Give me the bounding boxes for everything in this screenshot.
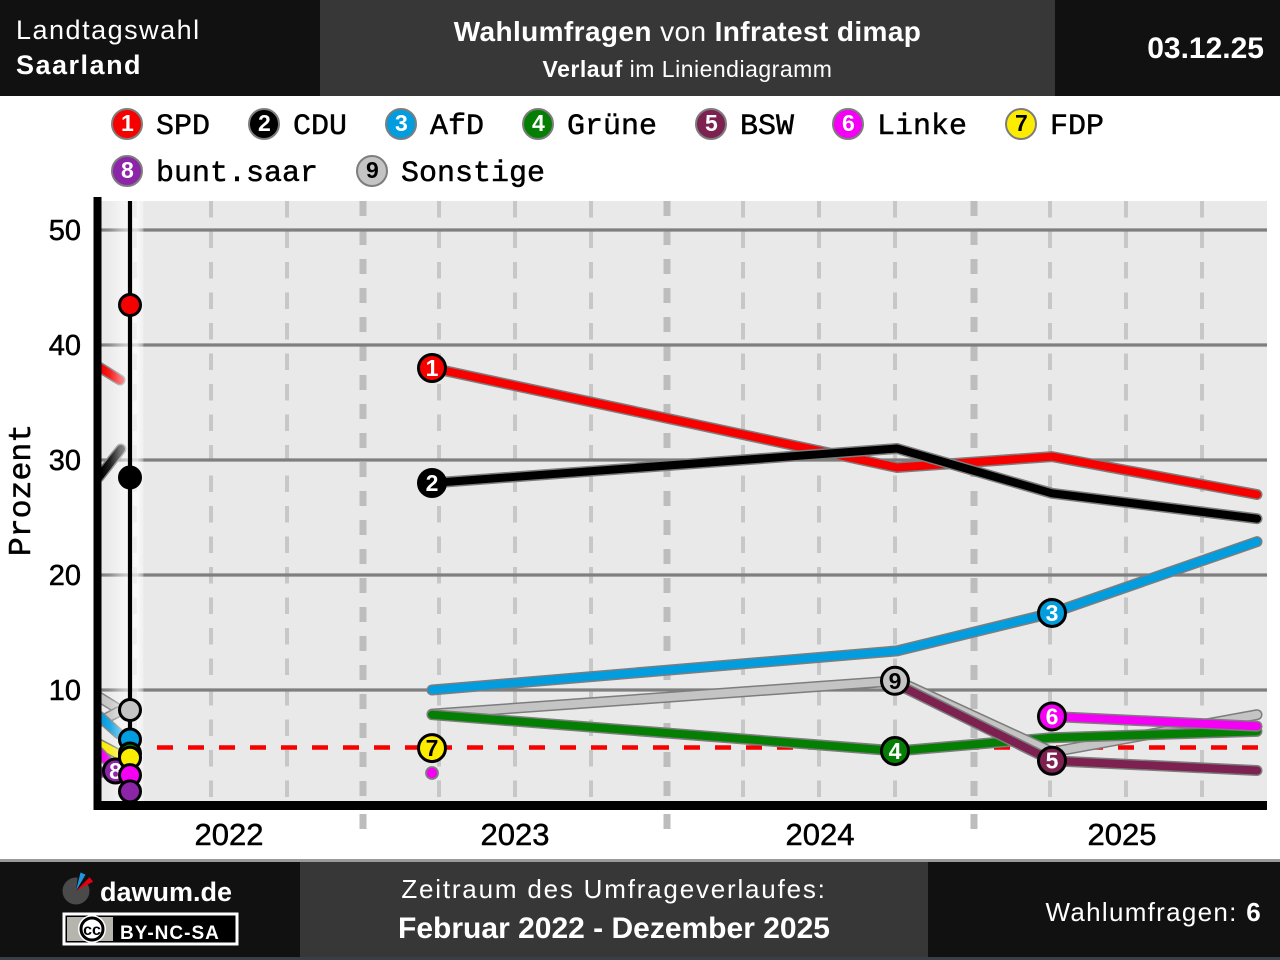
svg-text:2023: 2023 [481, 817, 550, 852]
svg-text:6: 6 [1046, 703, 1059, 729]
svg-text:20: 20 [49, 560, 81, 592]
svg-text:BY-NC-SA: BY-NC-SA [120, 923, 220, 944]
svg-text:10: 10 [49, 675, 81, 707]
svg-text:2022: 2022 [195, 817, 264, 852]
svg-text:2024: 2024 [786, 817, 855, 852]
svg-text:cc: cc [83, 922, 101, 939]
svg-text:9: 9 [889, 668, 902, 694]
svg-text:4: 4 [889, 738, 902, 764]
svg-text:2025: 2025 [1088, 817, 1157, 852]
svg-text:5: 5 [1046, 748, 1059, 774]
svg-text:7: 7 [426, 735, 439, 761]
svg-text:30: 30 [49, 445, 81, 477]
svg-text:dawum.de: dawum.de [100, 877, 232, 907]
svg-text:1: 1 [426, 355, 439, 381]
svg-text:Prozent: Prozent [5, 424, 40, 556]
svg-text:2: 2 [426, 470, 439, 496]
svg-text:40: 40 [49, 330, 81, 362]
svg-text:3: 3 [1046, 600, 1059, 626]
svg-text:50: 50 [49, 215, 81, 247]
